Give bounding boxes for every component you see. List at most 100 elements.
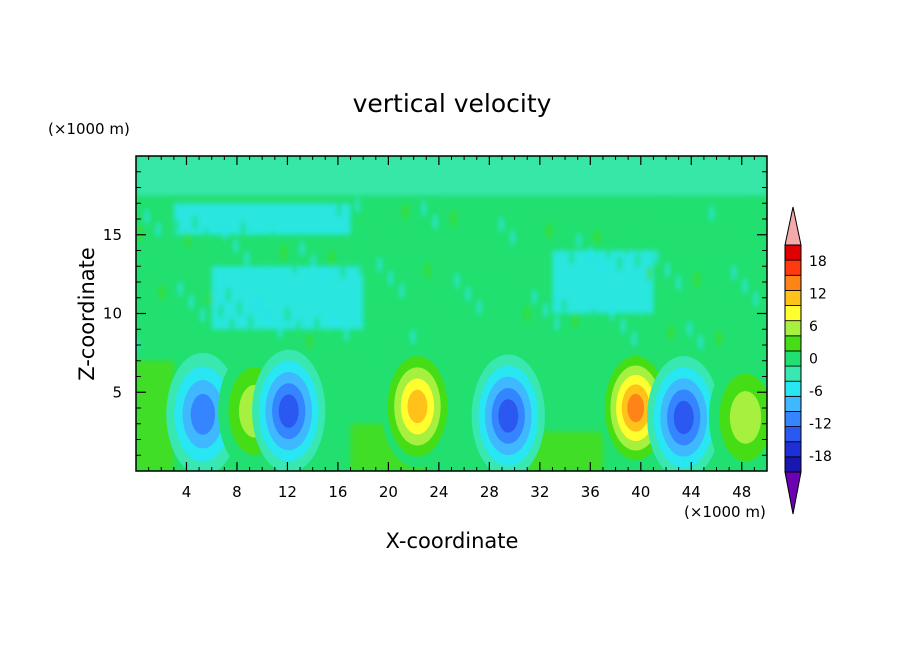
field-streak bbox=[661, 199, 667, 216]
field-streak bbox=[653, 248, 659, 265]
field-streak bbox=[369, 273, 375, 290]
x-tick-label: 48 bbox=[732, 483, 751, 501]
field-streak bbox=[391, 332, 397, 349]
field-streak bbox=[347, 246, 353, 263]
field-streak bbox=[591, 308, 597, 325]
velocity-cell bbox=[166, 352, 240, 471]
field-streak bbox=[410, 328, 416, 345]
x-tick-label: 16 bbox=[328, 483, 347, 501]
field-streak bbox=[742, 277, 748, 294]
colorbar-swatch bbox=[784, 274, 802, 291]
colorbar-tick-label: 6 bbox=[809, 319, 818, 335]
field-streak bbox=[332, 312, 338, 329]
colorbar-tick-label: -6 bbox=[809, 384, 823, 400]
x-tick-label: 12 bbox=[278, 483, 297, 501]
field-streak bbox=[561, 298, 567, 315]
contour-band bbox=[190, 393, 216, 435]
field-streak bbox=[646, 265, 652, 282]
field-streak bbox=[668, 324, 674, 341]
colorbar-frame bbox=[784, 244, 802, 473]
field-streak bbox=[295, 319, 301, 336]
field-streak bbox=[687, 320, 693, 337]
field-streak bbox=[572, 311, 578, 328]
velocity-cell bbox=[708, 356, 767, 471]
field-streak bbox=[757, 211, 763, 228]
field-streak bbox=[402, 203, 408, 220]
field-streak bbox=[247, 313, 253, 330]
field-streak bbox=[498, 216, 504, 233]
field-streak bbox=[694, 271, 700, 288]
y-tick-label: 15 bbox=[103, 226, 122, 244]
field-streak bbox=[225, 287, 231, 304]
contour-band bbox=[673, 400, 694, 435]
field-streak bbox=[192, 214, 198, 231]
field-streak bbox=[421, 200, 427, 217]
x-axis-ticks: 4 8 12 16 20 24 28 32 36 40 44 48 bbox=[148, 156, 755, 501]
field-cells bbox=[166, 345, 767, 471]
field-streak bbox=[698, 334, 704, 351]
x-tick-label: 8 bbox=[232, 483, 242, 501]
field-streak bbox=[624, 238, 630, 255]
field-streak bbox=[569, 249, 575, 266]
field-streak bbox=[491, 233, 497, 250]
field-streak bbox=[200, 307, 206, 324]
field-streak bbox=[307, 333, 313, 350]
velocity-cell bbox=[647, 356, 721, 471]
colorbar-swatch bbox=[784, 244, 802, 261]
field-streak bbox=[594, 229, 600, 246]
colorbar-swatch bbox=[784, 380, 802, 397]
field-streak bbox=[310, 253, 316, 270]
field-streak bbox=[177, 280, 183, 297]
field-streak bbox=[163, 205, 169, 222]
field-streak bbox=[454, 272, 460, 289]
colorbar-tick-label: -18 bbox=[809, 449, 832, 465]
field-streak bbox=[609, 304, 615, 321]
field-streak bbox=[251, 234, 257, 251]
field-streak bbox=[354, 197, 360, 214]
field-streak bbox=[340, 263, 346, 280]
field-streak bbox=[554, 315, 560, 332]
field-streak bbox=[631, 331, 637, 348]
colorbar-bottom-arrow bbox=[784, 471, 802, 515]
field-streak bbox=[539, 239, 545, 256]
field-streak bbox=[676, 275, 682, 292]
field-streak bbox=[639, 314, 645, 331]
field-streak bbox=[203, 228, 209, 245]
field-streak bbox=[377, 256, 383, 273]
colorbar-swatch bbox=[784, 395, 802, 412]
field-streak bbox=[174, 218, 180, 235]
field-streak bbox=[152, 300, 158, 317]
field-streak bbox=[513, 292, 519, 309]
field-streak bbox=[170, 297, 176, 314]
field-streak bbox=[159, 284, 165, 301]
colorbar-swatch bbox=[784, 411, 802, 428]
field-texture bbox=[136, 156, 767, 471]
contour-band bbox=[498, 399, 519, 433]
field-streak bbox=[417, 279, 423, 296]
field-streak bbox=[137, 225, 143, 242]
field-streak bbox=[683, 258, 689, 275]
field-streak bbox=[502, 279, 508, 296]
field-streak bbox=[450, 210, 456, 227]
contour-band bbox=[729, 391, 762, 444]
field-streak bbox=[620, 318, 626, 335]
y-unit-label: (×1000 m) bbox=[48, 120, 130, 138]
field-streak bbox=[343, 326, 349, 343]
field-streak bbox=[532, 288, 538, 305]
field-streak bbox=[465, 285, 471, 302]
field-streak bbox=[587, 245, 593, 262]
field-streak bbox=[716, 330, 722, 347]
field-streak bbox=[281, 244, 287, 261]
field-streak bbox=[284, 306, 290, 323]
field-streak bbox=[509, 229, 515, 246]
velocity-cell bbox=[380, 345, 455, 468]
field-streak bbox=[325, 329, 331, 346]
x-tick-label: 44 bbox=[682, 483, 701, 501]
field-streak bbox=[358, 260, 364, 277]
x-tick-label: 4 bbox=[182, 483, 192, 501]
colorbar-swatch bbox=[784, 289, 802, 306]
field-streak bbox=[155, 221, 161, 238]
field-streak bbox=[240, 221, 246, 238]
